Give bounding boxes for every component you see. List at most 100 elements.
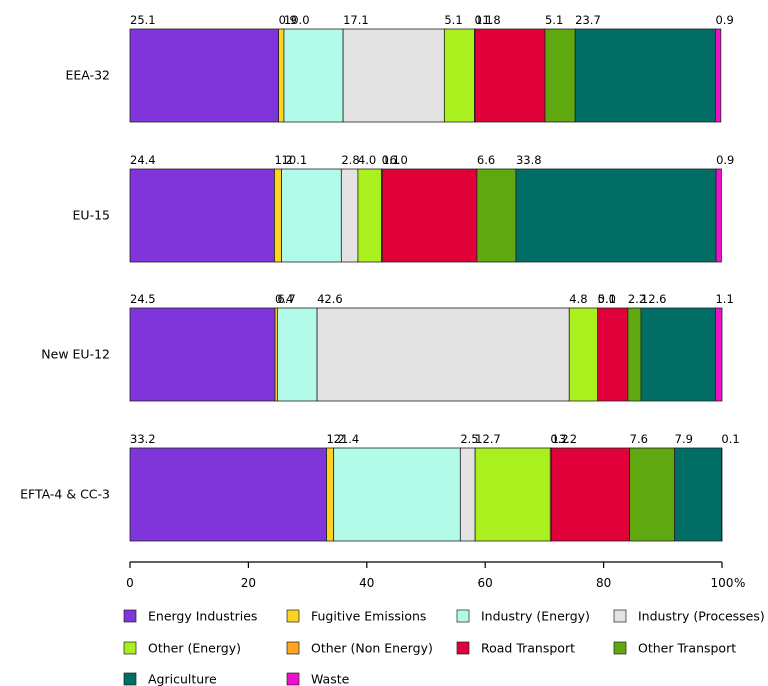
bar-segment-industry-processes-efta-4-cc-3 (459, 447, 476, 542)
value-label-energy-industries-eu-15: 24.4 (130, 153, 156, 167)
value-label-road-transport-new-eu-12: 5.1 (598, 292, 616, 306)
bar-segment-industry-energy-eea-32 (283, 28, 344, 123)
bar-segment-road-transport-eea-32 (474, 28, 546, 123)
bar-segment-other-energy-eea-32 (443, 28, 475, 123)
x-tick-label: 80 (596, 576, 611, 590)
value-label-other-non-energy-new-eu-12: 0.0 (598, 292, 616, 306)
value-label-industry-energy-new-eu-12: 6.7 (277, 292, 295, 306)
x-tick-label: 40 (359, 576, 374, 590)
bar-segment-fugitive-emissions-efta-4-cc-3 (326, 447, 335, 542)
bar-segment-other-transport-eu-15 (476, 168, 517, 263)
bar-segment-fugitive-emissions-eea-32 (278, 28, 285, 123)
value-label-other-non-energy-eu-15: 0.1 (382, 153, 400, 167)
bar-group-efta-4-cc-3: EFTA-4 & CC-3 33.2 1.221.4 2.512.7 0.213.2 7.… (20, 432, 740, 542)
bar-segment-industry-energy-efta-4-cc-3 (333, 447, 461, 542)
legend-swatch (286, 672, 300, 686)
value-label-other-energy-efta-4-cc-3: 12.7 (475, 432, 501, 446)
value-label-road-transport-efta-4-cc-3: 13.2 (552, 432, 578, 446)
legend-label: Other (Non Energy) (311, 641, 433, 656)
legend-item-energy-industries: Energy Industries (123, 609, 257, 624)
legend-swatch (286, 641, 300, 655)
legend-label: Energy Industries (148, 609, 257, 624)
value-label-waste-eu-15: 0.9 (716, 153, 734, 167)
value-label-agriculture-new-eu-12: 12.6 (641, 292, 667, 306)
value-label-agriculture-eea-32: 23.7 (575, 13, 601, 27)
legend-item-other-energy: Other (Energy) (123, 641, 241, 656)
bar-segment-agriculture-eu-15 (515, 168, 717, 263)
value-label-industry-energy-eea-32: 10.0 (284, 13, 310, 27)
x-tick-label: 0 (126, 576, 134, 590)
value-label-industry-energy-efta-4-cc-3: 21.4 (334, 432, 360, 446)
bar-segment-industry-energy-new-eu-12 (277, 307, 318, 402)
legend-label: Industry (Energy) (481, 609, 590, 624)
value-label-other-transport-eea-32: 5.1 (545, 13, 563, 27)
bar-segment-industry-processes-eea-32 (342, 28, 445, 123)
legend-label: Waste (311, 672, 350, 686)
legend-item-fugitive-emissions: Fugitive Emissions (286, 609, 426, 624)
bar-segment-road-transport-new-eu-12 (597, 307, 629, 402)
bar-segment-agriculture-eea-32 (574, 28, 716, 123)
bar-segment-energy-industries-eu-15 (129, 168, 275, 263)
legend-item-other-transport: Other Transport (613, 641, 736, 656)
value-label-waste-eea-32: 0.9 (715, 13, 733, 27)
value-label-other-non-energy-efta-4-cc-3: 0.2 (550, 432, 568, 446)
legend-label: Fugitive Emissions (311, 609, 426, 624)
bar-segment-agriculture-new-eu-12 (640, 307, 716, 402)
x-tick-label: 100 (711, 576, 734, 590)
value-label-industry-energy-eu-15: 10.1 (282, 153, 308, 167)
value-label-other-energy-eea-32: 5.1 (444, 13, 462, 27)
bar-segment-other-transport-efta-4-cc-3 (629, 447, 676, 542)
value-label-other-transport-efta-4-cc-3: 7.6 (630, 432, 648, 446)
category-label: EEA-32 (66, 68, 111, 83)
value-label-industry-processes-eu-15: 2.8 (341, 153, 359, 167)
legend-item-industry-energy: Industry (Energy) (456, 609, 590, 624)
value-label-agriculture-efta-4-cc-3: 7.9 (675, 432, 693, 446)
x-unit-label: % (734, 576, 745, 590)
value-label-energy-industries-efta-4-cc-3: 33.2 (130, 432, 156, 446)
legend-swatch (613, 609, 627, 623)
legend-swatch (456, 609, 470, 623)
category-label: EFTA-4 & CC-3 (20, 487, 110, 502)
bar-segment-other-energy-efta-4-cc-3 (474, 447, 551, 542)
bar-segment-industry-processes-eu-15 (340, 168, 359, 263)
value-label-other-transport-new-eu-12: 2.2 (628, 292, 646, 306)
bar-group-new-eu-12: New EU-12 24.5 0.46.7 42.6 4.8 0.05.1 2.212.6 1… (41, 292, 734, 402)
bar-segment-industry-energy-eu-15 (281, 168, 342, 263)
value-label-waste-new-eu-12: 1.1 (715, 292, 733, 306)
bar-segment-agriculture-efta-4-cc-3 (674, 447, 722, 542)
bar-segment-fugitive-emissions-eu-15 (274, 168, 282, 263)
value-label-road-transport-eea-32: 11.8 (475, 13, 501, 27)
value-label-other-energy-eu-15: 4.0 (358, 153, 376, 167)
legend-label: Other (Energy) (148, 641, 241, 656)
legend-swatch (123, 672, 137, 686)
legend-item-industry-processes: Industry (Processes) (613, 609, 765, 624)
value-label-road-transport-eu-15: 16.0 (382, 153, 408, 167)
value-label-other-transport-eu-15: 6.6 (477, 153, 495, 167)
bar-segment-energy-industries-eea-32 (129, 28, 279, 123)
value-label-industry-processes-new-eu-12: 42.6 (317, 292, 343, 306)
value-label-industry-processes-efta-4-cc-3: 2.5 (460, 432, 478, 446)
bar-segment-energy-industries-efta-4-cc-3 (129, 447, 327, 542)
x-axis: 0 20 40 60 80 100% (126, 561, 745, 590)
bar-segment-road-transport-eu-15 (381, 168, 478, 263)
bar-segment-other-energy-eu-15 (357, 168, 383, 263)
bar-segment-road-transport-efta-4-cc-3 (551, 447, 631, 542)
legend: Energy Industries Fugitive Emissions Indus… (123, 609, 765, 686)
value-label-waste-efta-4-cc-3: 0.1 (721, 432, 739, 446)
value-label-fugitive-emissions-new-eu-12: 0.4 (275, 292, 293, 306)
bar-segment-waste-efta-4-cc-3 (721, 447, 723, 542)
bar-group-eu-15: EU-15 24.4 1.210.1 2.84.0 0.116.0 6.6 33.8 0.9 (73, 153, 734, 263)
legend-label: Other Transport (638, 641, 736, 656)
value-label-energy-industries-eea-32: 25.1 (130, 13, 156, 27)
legend-item-other-non-energy: Other (Non Energy) (286, 641, 433, 656)
bar-segment-energy-industries-new-eu-12 (129, 307, 276, 402)
value-label-fugitive-emissions-eea-32: 0.9 (279, 13, 297, 27)
legend-label: Industry (Processes) (638, 609, 765, 624)
legend-swatch (123, 609, 137, 623)
value-label-other-energy-new-eu-12: 4.8 (569, 292, 587, 306)
legend-swatch (456, 641, 470, 655)
value-label-other-non-energy-eea-32: 0.1 (475, 13, 493, 27)
